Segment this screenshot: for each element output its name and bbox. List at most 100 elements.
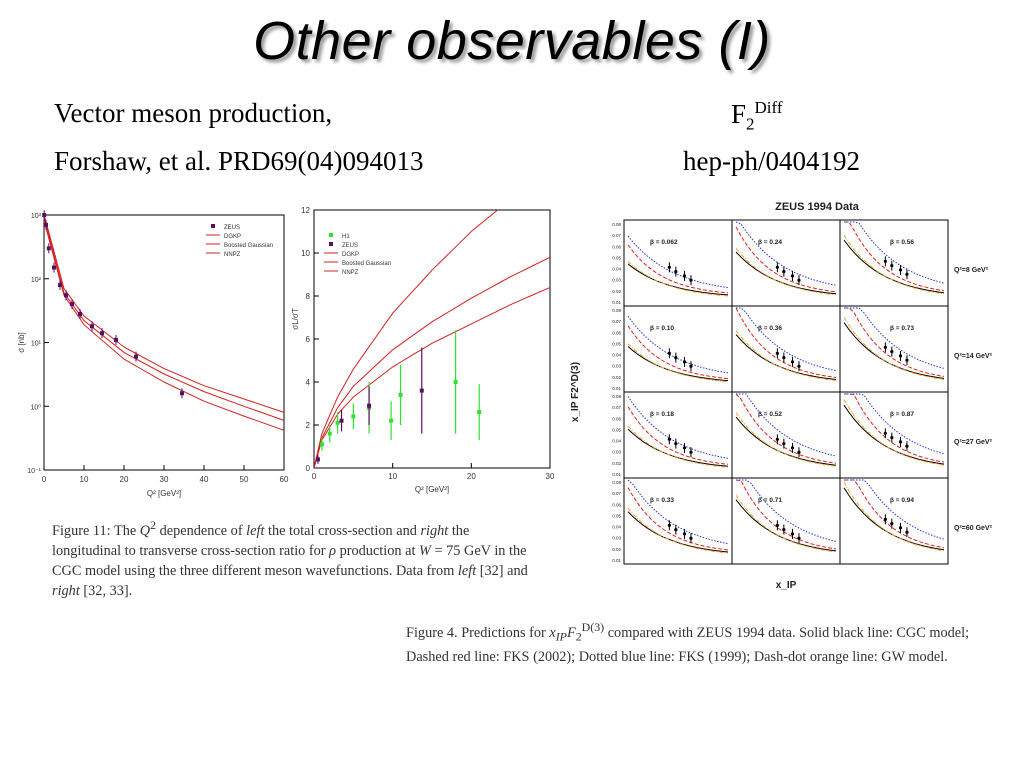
x-axis-label: Q² [GeV²]	[147, 489, 181, 498]
data-point	[689, 364, 693, 368]
data-point	[890, 264, 894, 268]
fks1999-curve	[627, 235, 729, 289]
y-tick-label: 0.08	[612, 480, 621, 485]
data-point	[898, 526, 903, 530]
y-tick-label: 0.03	[612, 364, 621, 369]
gw-curve	[627, 507, 729, 554]
data-point	[898, 268, 903, 272]
y-tick-label: 10³	[31, 213, 42, 220]
fks2002-curve	[735, 393, 837, 464]
zeus-point	[64, 293, 68, 298]
row-q2-label: Q²=60 GeV²	[954, 525, 993, 532]
x-tick-label: 30	[546, 472, 555, 481]
data-point	[775, 351, 779, 355]
data-point	[883, 259, 887, 263]
data-point	[682, 360, 687, 364]
panel-frame	[623, 219, 733, 307]
y-tick-label: 0.02	[612, 547, 621, 552]
data-point	[689, 278, 693, 282]
y-tick-label: 0.07	[612, 319, 621, 324]
fks2002-curve	[844, 307, 945, 377]
y-tick-label: 0.01	[612, 558, 621, 563]
zeus-grid-figure: ZEUS 1994 Data β = 0.062 0.08 0.07 0.06 0.05 0…	[570, 201, 993, 591]
y-tick-label: 0.04	[612, 439, 621, 444]
data-point	[890, 350, 894, 354]
legend-label: H1	[342, 234, 350, 240]
y-axis-label: x_IP F2^D(3)	[570, 362, 581, 422]
y-tick-label: 0.01	[612, 472, 621, 477]
y-tick-label: 0.06	[612, 502, 621, 507]
left-heading-line1: Vector meson production,	[54, 98, 333, 128]
zeus-point	[52, 265, 56, 270]
gw-curve	[843, 481, 945, 552]
fks1999-curve	[844, 393, 945, 455]
panel-frame	[839, 391, 949, 479]
data-point	[790, 446, 795, 450]
data-point	[674, 442, 678, 446]
data-point	[674, 270, 678, 274]
data-point	[797, 278, 801, 282]
y-tick-label: 0.06	[612, 330, 621, 335]
cgc-curve	[627, 346, 729, 382]
fks2002-curve	[627, 244, 729, 294]
series-line-boosted-gaussian	[43, 214, 285, 413]
legend-label: NNPZ	[342, 270, 359, 276]
zeus-point	[419, 388, 424, 393]
fks2002-curve	[735, 479, 837, 550]
gw-curve	[735, 412, 837, 467]
panel-beta-label: β = 0.24	[758, 239, 782, 246]
cgc-curve	[735, 416, 837, 466]
h1-point	[477, 410, 482, 415]
left-heading-line2: Forshaw, et al. PRD69(04)094013	[54, 146, 424, 176]
figure4-caption: Figure 4. Predictions for xIPF2D(3) comp…	[406, 620, 970, 665]
fks2002-curve	[844, 221, 945, 292]
row-q2-label: Q²=27 GeV²	[954, 439, 993, 446]
y-tick-label: 0.01	[612, 300, 621, 305]
zeus-point	[42, 213, 47, 217]
gw-curve	[627, 425, 729, 468]
panel-beta-label: β = 0.73	[890, 325, 914, 332]
zeus-point	[58, 282, 62, 287]
slide-title: Other observables (I)	[253, 11, 771, 71]
cgc-curve	[627, 511, 729, 553]
h1-point	[351, 414, 356, 419]
zeus-point	[70, 302, 74, 307]
series-line-dgkp	[314, 210, 499, 468]
fks1999-curve	[736, 393, 837, 457]
cgc-curve	[627, 263, 729, 296]
y-tick-label: 10¹	[31, 341, 42, 348]
series-line-boosted-gaussian	[314, 256, 550, 468]
gw-curve	[735, 248, 837, 296]
y-tick-label: 0.03	[612, 278, 621, 283]
panel-beta-label: β = 0.52	[758, 411, 782, 418]
y-tick-label: 0.07	[612, 405, 621, 410]
cross-section-plot: 0 10 20 30 40 50 60 10⁻¹ 10⁰ 10¹ 10² 10³ Q² [GeV²] σ …	[17, 210, 289, 498]
data-point	[883, 345, 887, 349]
zeus-point	[114, 337, 118, 342]
cgc-curve	[735, 499, 837, 552]
gw-curve	[627, 343, 729, 383]
y-axis-label: σL/σT	[292, 308, 300, 330]
gw-curve	[735, 494, 837, 553]
zeus-point	[90, 324, 94, 329]
data-point	[667, 351, 671, 355]
y-tick-label: 10²	[31, 277, 42, 284]
x-tick-label: 40	[200, 475, 209, 484]
y-tick-label: 4	[306, 378, 311, 387]
y-tick-label: 0.05	[612, 341, 621, 346]
fks1999-curve	[736, 479, 837, 542]
right-heading-line2: hep-ph/0404192	[683, 146, 860, 176]
y-tick-label: 0.02	[612, 375, 621, 380]
cgc-curve	[627, 428, 729, 467]
zeus-point	[46, 246, 51, 251]
fks1999-curve	[736, 307, 837, 372]
zeus-point	[44, 222, 48, 227]
panel-beta-label: β = 0.33	[650, 497, 674, 504]
ratio-plot: 0 10 20 30 0 2 4 6 8 10 12 Q² [GeV²] σL/σT H1 ZEUS DGKP…	[292, 206, 555, 494]
figure11-caption: Figure 11: The Q2 dependence of left the…	[52, 518, 528, 599]
h1-point	[389, 418, 394, 423]
y-tick-label: 0.03	[612, 450, 621, 455]
y-tick-label: 0.04	[612, 525, 621, 530]
data-point	[775, 437, 779, 441]
panel-beta-label: β = 0.36	[758, 325, 782, 332]
